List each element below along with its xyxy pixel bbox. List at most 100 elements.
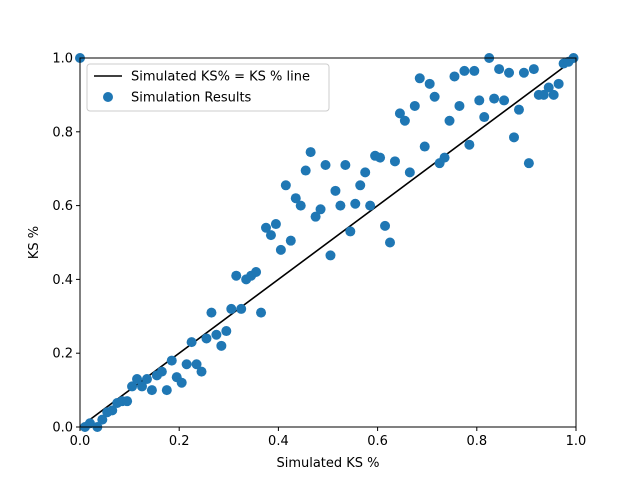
scatter-point — [350, 198, 361, 209]
scatter-point — [236, 303, 247, 314]
scatter-point — [191, 359, 202, 370]
scatter-point — [394, 108, 405, 119]
scatter-point — [429, 91, 440, 102]
scatter-point — [280, 180, 291, 191]
scatter-point — [285, 235, 296, 246]
scatter-point — [137, 381, 147, 392]
scatter-point — [127, 381, 138, 392]
scatter-point — [216, 340, 227, 351]
reference-line — [79, 57, 577, 428]
scatter-point — [300, 165, 311, 176]
legend: Simulated KS% = KS % line Simulation Res… — [86, 63, 330, 112]
scatter-point — [385, 237, 395, 248]
scatter-point — [375, 152, 386, 163]
scatter-point — [538, 89, 549, 100]
x-axis-label: Simulated KS % — [276, 456, 379, 471]
x-tick-label: 1.0 — [566, 434, 587, 449]
scatter-point — [479, 112, 490, 123]
scatter-point — [419, 141, 430, 152]
scatter-point — [504, 67, 515, 78]
scatter-point — [439, 152, 450, 163]
legend-label-line: Simulated KS% = KS % line — [131, 70, 310, 85]
scatter-point — [221, 326, 232, 337]
scatter-point — [201, 333, 212, 344]
y-axis-label: KS % — [27, 226, 42, 259]
x-tick-label: 0.0 — [70, 434, 91, 449]
scatter-point — [389, 156, 400, 167]
scatter-point — [409, 100, 420, 111]
scatter-point — [97, 414, 108, 425]
scatter-point — [345, 226, 356, 237]
scatter-point — [414, 73, 425, 84]
scatter-point — [320, 160, 331, 171]
scatter-point — [156, 366, 167, 377]
y-tick-label: 0.2 — [52, 347, 73, 362]
y-tick-label: 0.4 — [52, 273, 73, 288]
y-tick-label: 0.8 — [52, 125, 73, 140]
scatter-point — [444, 115, 455, 126]
legend-label-scatter: Simulation Results — [131, 91, 252, 106]
scatter-point — [310, 211, 321, 222]
scatter-point — [355, 180, 366, 191]
axes-frame — [79, 57, 577, 428]
scatter-point — [380, 220, 391, 231]
scatter-point — [474, 95, 485, 106]
scatter-point — [161, 385, 172, 396]
x-tick-label: 0.8 — [466, 434, 487, 449]
scatter-point — [513, 104, 524, 115]
scatter-point — [499, 95, 510, 106]
scatter-point — [251, 267, 262, 278]
scatter-point — [295, 200, 306, 211]
scatter-point — [176, 377, 187, 388]
scatter-point — [265, 230, 276, 241]
scatter-point — [518, 67, 529, 78]
scatter-point — [186, 337, 197, 348]
scatter-point — [548, 89, 559, 100]
scatter-point — [84, 418, 95, 429]
legend-marker-swatch — [103, 92, 113, 102]
scatter-point — [146, 385, 157, 396]
scatter-point — [305, 147, 316, 158]
scatter-point — [335, 200, 346, 211]
scatter-point — [494, 64, 505, 75]
x-tick-label: 0.6 — [367, 434, 388, 449]
scatter-point — [528, 64, 539, 75]
y-tick-label: 0.6 — [52, 199, 73, 214]
scatter-point — [206, 307, 217, 318]
scatter-point — [469, 65, 480, 76]
scatter-point — [509, 132, 519, 143]
scatter-point — [360, 167, 371, 178]
scatter-point — [231, 270, 242, 281]
ticks: 0.0 0.2 0.4 0.6 0.8 1.0 0.0 0.2 0.4 0.6 0.8 1.0 — [52, 52, 586, 450]
scatter-point — [404, 167, 415, 178]
scatter-point — [325, 250, 336, 261]
scatter-point — [290, 193, 301, 204]
scatter-point — [553, 78, 564, 89]
scatter-point — [122, 396, 133, 407]
scatter-point — [543, 82, 554, 93]
x-tick-label: 0.4 — [268, 434, 289, 449]
scatter-point — [181, 359, 192, 370]
plot-data — [75, 53, 579, 432]
scatter-point — [275, 244, 286, 255]
scatter-point — [459, 65, 470, 76]
scatter-point — [449, 71, 460, 82]
scatter-point — [211, 329, 222, 340]
scatter-point — [196, 366, 207, 377]
scatter-point — [270, 219, 281, 230]
legend-frame — [86, 63, 330, 112]
scatter-point — [107, 405, 118, 416]
scatter-point — [454, 100, 465, 111]
scatter-point — [523, 158, 534, 169]
scatter-point — [340, 160, 351, 171]
x-tick-label: 0.2 — [169, 434, 190, 449]
scatter-point — [226, 303, 237, 314]
scatter-point — [256, 307, 267, 318]
y-tick-label: 0.0 — [52, 421, 73, 436]
scatter-point — [464, 139, 475, 150]
scatter-point — [399, 115, 410, 126]
scatter-point — [489, 93, 500, 104]
y-tick-label: 1.0 — [52, 52, 73, 67]
scatter-point — [315, 204, 326, 215]
